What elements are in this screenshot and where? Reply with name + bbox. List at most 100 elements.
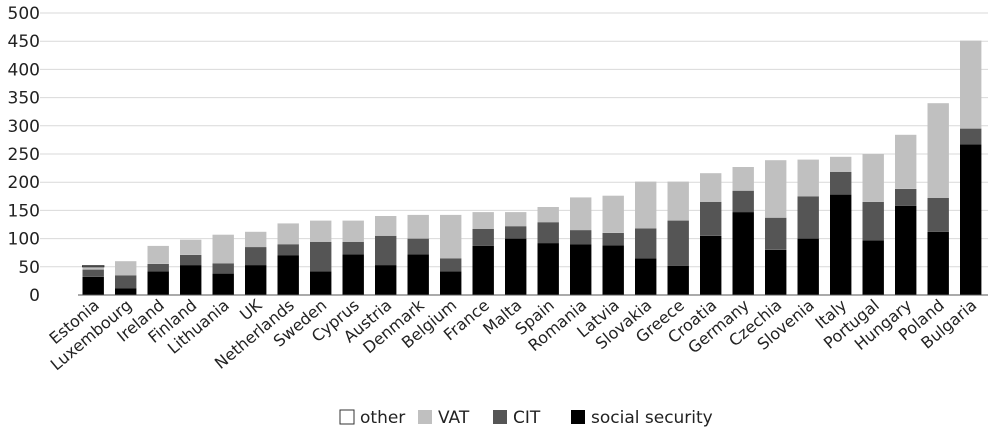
bar-segment-social-security xyxy=(375,265,397,295)
bar-segment-social-security xyxy=(765,249,787,295)
bar-segment-social-security xyxy=(245,265,267,295)
y-tick-label: 200 xyxy=(8,173,40,193)
bar-segment-VAT xyxy=(342,220,364,242)
bar-segment-CIT xyxy=(472,229,494,246)
legend-swatch-CIT xyxy=(493,410,507,424)
bar-segment-CIT xyxy=(830,172,852,195)
bar-segment-CIT xyxy=(862,201,884,241)
bars xyxy=(82,40,982,295)
bar-segment-social-security xyxy=(440,271,462,295)
bar-segment-social-security xyxy=(700,235,722,295)
y-tick-label: 0 xyxy=(29,286,40,306)
bar-segment-other xyxy=(82,265,105,268)
legend-label: VAT xyxy=(438,408,470,428)
bar-segment-social-security xyxy=(472,245,494,295)
y-tick-label: 100 xyxy=(8,230,40,250)
legend: other VAT CIT social security xyxy=(339,408,713,428)
bar-segment-VAT xyxy=(700,173,722,202)
bar-segment-social-security xyxy=(212,273,234,295)
bar-segment-social-security xyxy=(537,243,559,295)
x-axis-labels: EstoniaLuxembourgIrelandFinlandLithuania… xyxy=(45,295,980,374)
y-tick-label: 50 xyxy=(18,258,40,278)
bar-segment-CIT xyxy=(635,228,657,259)
bar-segment-CIT xyxy=(440,258,462,272)
y-tick-label: 400 xyxy=(8,60,40,80)
bar-segment-VAT xyxy=(375,216,397,236)
bar-segment-CIT xyxy=(342,242,364,255)
bar-segment-CIT xyxy=(537,222,559,244)
bar-segment-CIT xyxy=(277,244,299,256)
bar-segment-social-security xyxy=(602,245,624,295)
legend-swatch-social-security xyxy=(571,410,585,424)
legend-swatch-VAT xyxy=(418,410,432,424)
bar-segment-CIT xyxy=(570,230,592,245)
legend-swatch-other xyxy=(339,409,355,425)
bar-segment-VAT xyxy=(180,239,202,255)
bar-segment-CIT xyxy=(602,233,624,246)
bar-segment-VAT xyxy=(895,134,917,189)
bar-segment-social-security xyxy=(505,238,527,295)
bar-segment-VAT xyxy=(505,212,527,227)
bar-segment-CIT xyxy=(927,198,949,232)
y-tick-label: 500 xyxy=(8,4,40,24)
gridlines xyxy=(40,12,988,268)
y-tick-label: 150 xyxy=(8,201,40,221)
bar-segment-VAT xyxy=(277,223,299,245)
bar-segment-social-security xyxy=(960,144,982,295)
bar-segment-social-security xyxy=(667,265,689,295)
y-tick-label: 300 xyxy=(8,117,40,137)
bar-segment-CIT xyxy=(667,220,689,266)
bar-segment-social-security xyxy=(830,194,852,295)
bar-segment-social-security xyxy=(310,271,332,295)
bar-segment-social-security xyxy=(862,240,884,295)
bar-segment-VAT xyxy=(960,40,982,129)
bar-segment-CIT xyxy=(310,242,332,272)
bar-segment-CIT xyxy=(407,238,429,255)
y-tick-label: 350 xyxy=(8,89,40,109)
bar-segment-CIT xyxy=(245,247,267,266)
bar-segment-VAT xyxy=(440,214,462,259)
legend-label: other xyxy=(360,408,405,428)
bar-segment-VAT xyxy=(602,195,624,233)
bar-segment-social-security xyxy=(732,212,754,295)
y-tick-label: 450 xyxy=(8,32,40,52)
bar-segment-social-security xyxy=(180,265,202,295)
bar-segment-VAT xyxy=(537,207,559,223)
bar-segment-CIT xyxy=(732,190,754,213)
bar-segment-VAT xyxy=(635,181,657,229)
bar-segment-social-security xyxy=(797,238,819,295)
bar-segment-VAT xyxy=(927,103,949,198)
bar-segment-VAT xyxy=(797,159,819,197)
bar-segment-social-security xyxy=(635,258,657,295)
bar-segment-VAT xyxy=(212,234,234,264)
bar-segment-CIT xyxy=(895,189,917,206)
bar-segment-VAT xyxy=(245,231,267,247)
bar-segment-social-security xyxy=(407,254,429,295)
bar-segment-VAT xyxy=(147,245,169,264)
legend-label: CIT xyxy=(513,408,541,428)
bar-segment-social-security xyxy=(115,288,137,295)
bar-segment-VAT xyxy=(310,220,332,242)
bar-segment-CIT xyxy=(180,255,202,266)
bar-segment-social-security xyxy=(895,205,917,295)
bar-segment-social-security xyxy=(82,277,104,295)
bar-segment-VAT xyxy=(830,156,852,172)
bar-segment-CIT xyxy=(82,269,104,277)
bar-segment-CIT xyxy=(115,275,137,289)
bar-segment-social-security xyxy=(927,231,949,295)
legend-label: social security xyxy=(591,408,713,428)
bar-segment-CIT xyxy=(797,196,819,239)
bar-segment-VAT xyxy=(82,266,104,270)
bar-segment-CIT xyxy=(375,235,397,266)
bar-segment-VAT xyxy=(732,167,754,191)
bar-segment-VAT xyxy=(570,197,592,231)
bar-segment-VAT xyxy=(472,212,494,229)
y-tick-label: 250 xyxy=(8,145,40,165)
bar-segment-CIT xyxy=(960,128,982,145)
bar-segment-CIT xyxy=(505,226,527,239)
bar-segment-CIT xyxy=(700,201,722,236)
bar-segment-CIT xyxy=(147,264,169,272)
bar-segment-VAT xyxy=(765,160,787,218)
bar-segment-VAT xyxy=(862,154,884,202)
